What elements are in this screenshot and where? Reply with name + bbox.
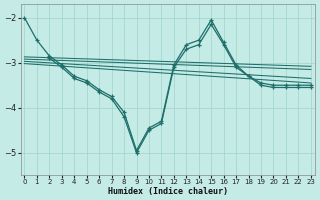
X-axis label: Humidex (Indice chaleur): Humidex (Indice chaleur) (108, 187, 228, 196)
